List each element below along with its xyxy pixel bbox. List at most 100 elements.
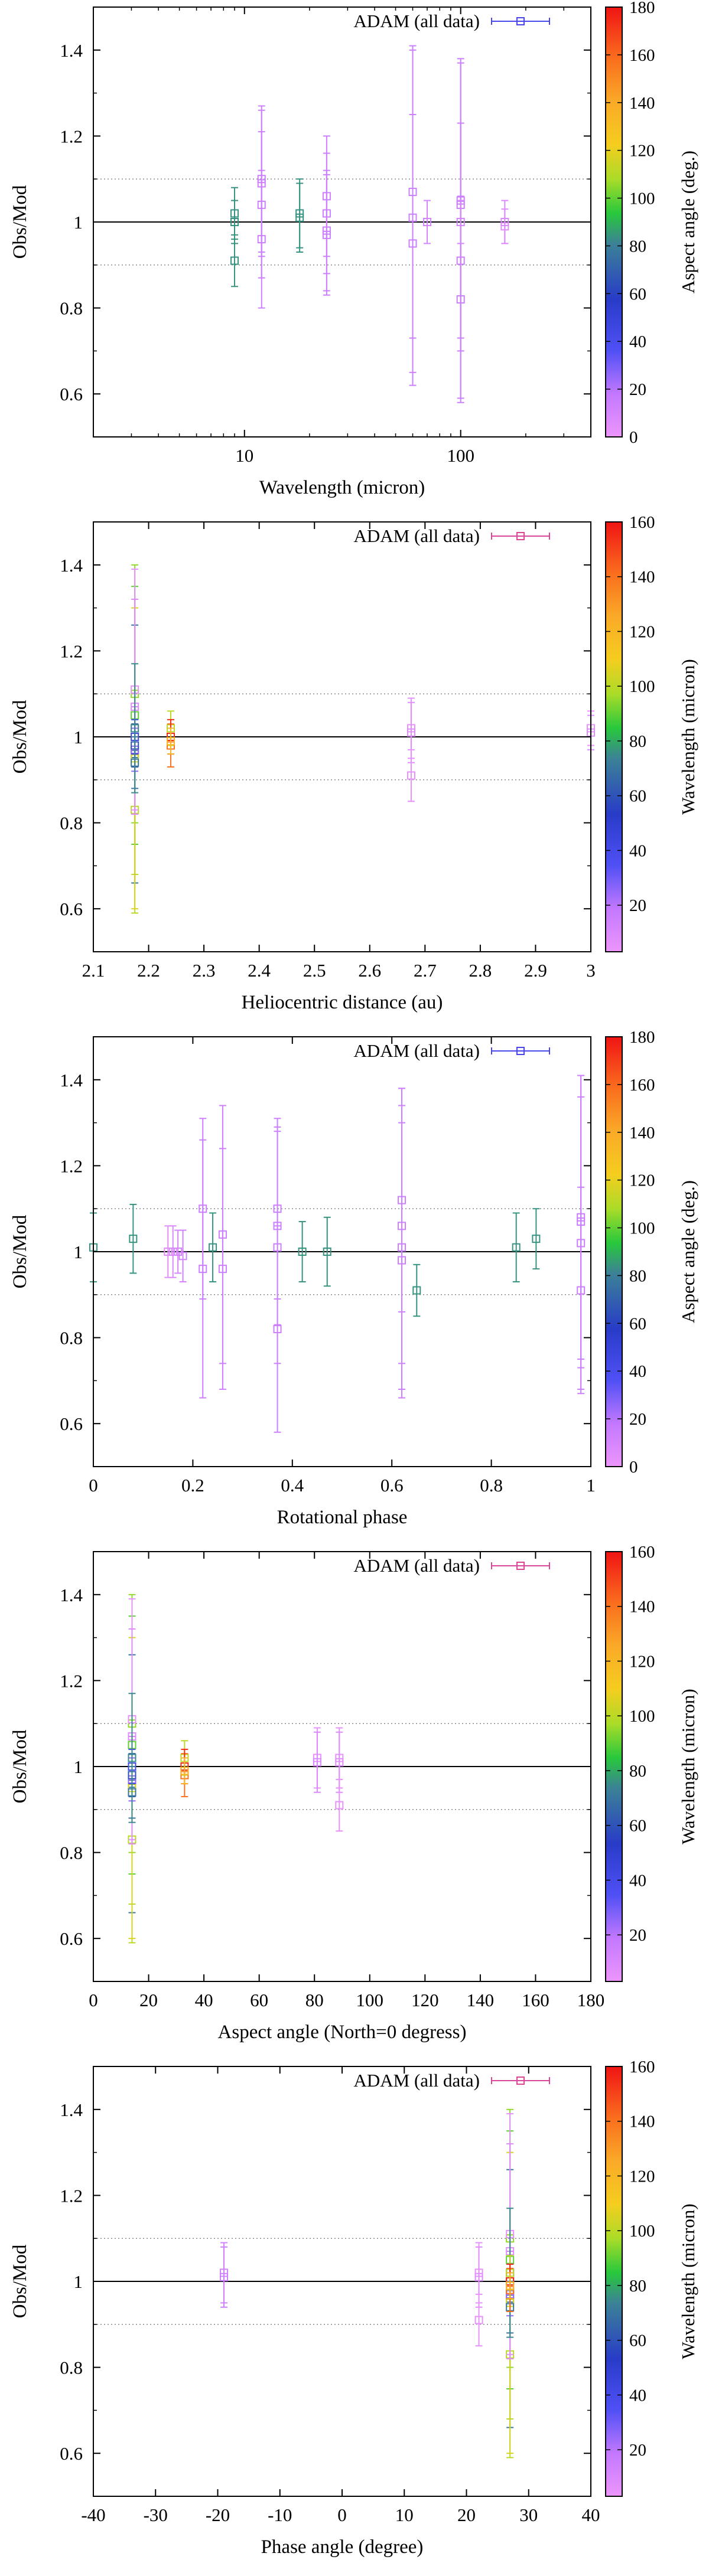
y-axis-label: Obs/Mod <box>9 2244 31 2318</box>
colorbar <box>605 6 623 438</box>
y-tick-label: 1.2 <box>60 2185 83 2206</box>
data-point-16 <box>423 200 432 244</box>
colorbar-label: Aspect angle (deg.) <box>678 151 698 293</box>
x-axis-label: Aspect angle (North=0 degress) <box>218 2022 467 2043</box>
data-point-3 <box>168 1225 177 1278</box>
colorbar-tick-label: 120 <box>629 142 655 161</box>
y-tick-label: 1.4 <box>60 555 83 576</box>
x-axis-label: Heliocentric distance (au) <box>242 992 443 1013</box>
x-tick-label: 100 <box>356 1990 384 2010</box>
x-tick-label: 1 <box>586 1475 596 1496</box>
y-tick-label: 0.6 <box>60 2443 83 2464</box>
x-tick-label: 2.1 <box>82 960 105 981</box>
chart-panel-2: 0.6 0.8 1 1.2 1.4 2.1 2.2 2.3 2.4 2.5 2.6 2.7 2.8 2.9… <box>9 515 698 1013</box>
colorbar-tick-label: 20 <box>629 1410 646 1429</box>
x-tick-label: 2.7 <box>414 960 437 981</box>
y-tick-label: 1.2 <box>60 1155 83 1176</box>
data-point-22 <box>512 1212 521 1282</box>
legend-label: ADAM (all data) <box>354 525 480 546</box>
x-tick-label: 2.4 <box>248 960 271 981</box>
y-axis-label: Obs/Mod <box>9 1729 31 1803</box>
colorbar-tick-label: 160 <box>629 1076 655 1095</box>
colorbar <box>605 521 623 952</box>
data-point-19 <box>313 1731 321 1793</box>
data-point-21 <box>412 1263 421 1317</box>
colorbar-tick-label: 80 <box>629 1266 646 1285</box>
colorbar-tick-label: 160 <box>629 1545 655 1562</box>
colorbar-tick-label: 60 <box>629 2332 646 2350</box>
colorbar-tick-label: 20 <box>629 896 646 915</box>
data-point-22 <box>506 2272 515 2300</box>
y-tick-label: 0.8 <box>60 1843 83 1863</box>
colorbar-tick-label: 40 <box>629 2386 646 2405</box>
y-tick-label: 1.2 <box>60 1670 83 1691</box>
colorbar-tick-label: 0 <box>629 428 638 447</box>
colorbar-tick-label: 180 <box>629 1030 655 1047</box>
colorbar-label: Aspect angle (deg.) <box>678 1180 698 1323</box>
data-point-27 <box>577 1186 586 1395</box>
x-tick-label: 100 <box>447 445 474 466</box>
data-point-12 <box>322 174 331 296</box>
colorbar-label: Wavelength (micron) <box>678 2203 698 2359</box>
x-tick-label: 2.3 <box>193 960 216 981</box>
y-tick-label: 1 <box>74 2271 83 2292</box>
x-axis-label: Rotational phase <box>277 1507 408 1528</box>
colorbar-tick-label: 140 <box>629 2113 655 2131</box>
y-tick-label: 1.2 <box>60 641 83 661</box>
data-point-8 <box>295 182 304 253</box>
data-point-2 <box>230 200 239 244</box>
colorbar-tick-label: 140 <box>629 1598 655 1617</box>
colorbar-tick-label: 100 <box>629 677 655 696</box>
data-point-8 <box>209 1212 217 1282</box>
legend-label: ADAM (all data) <box>354 2070 480 2091</box>
chart-panel-1: 0.6 0.8 1 1.2 1.4 10 100 Wavelength (micron) Obs… <box>9 0 698 498</box>
data-point-7 <box>199 1139 207 1399</box>
y-tick-label: 0.6 <box>60 899 83 919</box>
x-tick-label: 0 <box>89 1475 98 1496</box>
data-point-6 <box>257 169 266 309</box>
x-tick-label: 0 <box>89 1990 98 2010</box>
data-point-23 <box>500 200 509 244</box>
y-axis-label: Obs/Mod <box>9 1214 31 1288</box>
x-tick-label: 40 <box>582 2505 600 2525</box>
colorbar-tick-label: 160 <box>629 46 655 65</box>
x-tick-label: 0.8 <box>480 1475 503 1496</box>
y-tick-label: 0.6 <box>60 384 83 404</box>
x-tick-label: 0.2 <box>181 1475 204 1496</box>
colorbar-label: Wavelength (micron) <box>678 659 698 815</box>
data-point-1 <box>129 1203 138 1274</box>
colorbar-tick-label: 100 <box>629 2222 655 2241</box>
x-axis-label: Wavelength (micron) <box>259 477 425 498</box>
colorbar-tick-label: 80 <box>629 2277 646 2296</box>
x-tick-label: 0.6 <box>380 1475 404 1496</box>
colorbar-tick-label: 40 <box>629 1871 646 1890</box>
y-tick-label: 1 <box>74 1756 83 1777</box>
y-tick-label: 1.4 <box>60 2100 83 2120</box>
data-point-21 <box>456 200 465 244</box>
y-tick-label: 1.4 <box>60 1585 83 1605</box>
y-tick-label: 1.4 <box>60 1070 83 1091</box>
colorbar-tick-label: 140 <box>629 94 655 113</box>
colorbar-tick-label: 80 <box>629 732 646 751</box>
colorbar-tick-label: 20 <box>629 380 646 399</box>
colorbar-tick-label: 60 <box>629 787 646 806</box>
y-tick-label: 1.2 <box>60 126 83 146</box>
y-tick-label: 1 <box>74 212 83 233</box>
colorbar-tick-label: 100 <box>629 1219 655 1238</box>
colorbar-tick-label: 40 <box>629 1362 646 1381</box>
colorbar-tick-label: 0 <box>629 1458 638 1477</box>
x-tick-label: 3 <box>586 960 596 981</box>
colorbar-tick-label: 60 <box>629 1817 646 1836</box>
x-tick-label: 20 <box>457 2505 476 2525</box>
y-tick-label: 0.8 <box>60 298 83 319</box>
x-tick-label: 20 <box>139 1990 158 2010</box>
data-point-10 <box>218 1148 227 1390</box>
x-tick-label: 120 <box>411 1990 439 2010</box>
colorbar <box>605 2066 623 2497</box>
data-point-15 <box>298 1221 307 1282</box>
y-tick-label: 0.6 <box>60 1413 83 1434</box>
colorbar-tick-label: 140 <box>629 1124 655 1142</box>
colorbar-tick-label: 160 <box>629 2059 655 2077</box>
x-tick-label: -30 <box>144 2505 168 2525</box>
x-tick-label: 0 <box>337 2505 347 2525</box>
